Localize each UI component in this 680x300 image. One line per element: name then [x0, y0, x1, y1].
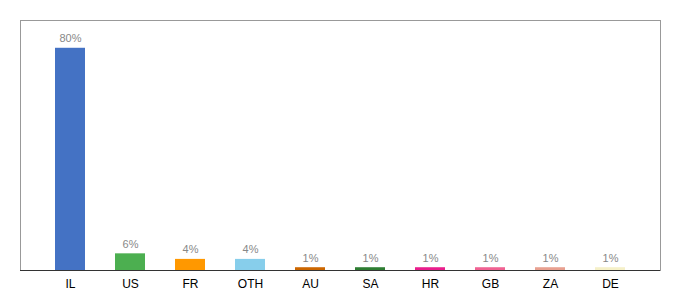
svg-text:ZA: ZA	[543, 277, 558, 291]
svg-text:AU: AU	[302, 277, 319, 291]
svg-text:FR: FR	[183, 277, 199, 291]
svg-text:IL: IL	[65, 277, 75, 291]
svg-text:DE: DE	[602, 277, 619, 291]
svg-text:1%: 1%	[483, 252, 499, 264]
svg-text:1%: 1%	[543, 252, 559, 264]
svg-text:SA: SA	[362, 277, 378, 291]
svg-text:1%: 1%	[363, 252, 379, 264]
svg-text:1%: 1%	[303, 252, 319, 264]
svg-text:1%: 1%	[603, 252, 619, 264]
svg-text:OTH: OTH	[238, 277, 263, 291]
svg-text:4%: 4%	[243, 243, 259, 255]
svg-text:4%: 4%	[183, 243, 199, 255]
svg-text:6%: 6%	[123, 238, 139, 250]
svg-text:80%: 80%	[59, 32, 81, 44]
svg-text:US: US	[122, 277, 139, 291]
svg-text:GB: GB	[482, 277, 499, 291]
svg-text:1%: 1%	[423, 252, 439, 264]
svg-text:HR: HR	[422, 277, 440, 291]
